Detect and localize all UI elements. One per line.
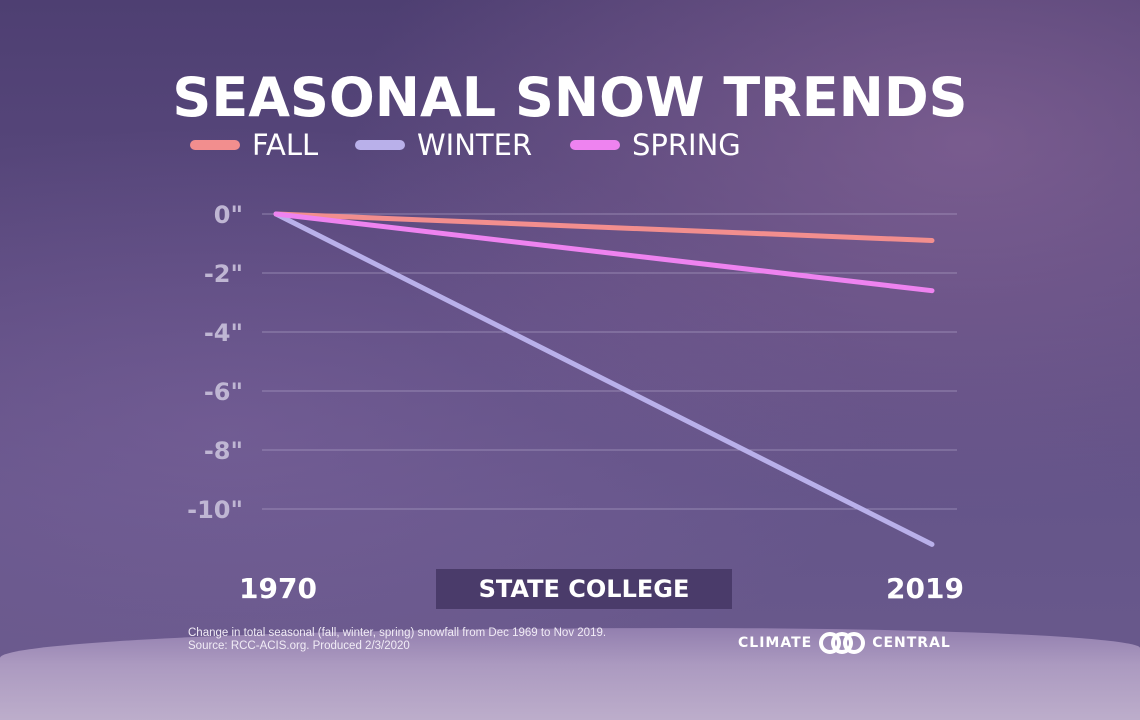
y-tick-label: -2" (204, 260, 243, 288)
y-tick-label: -8" (204, 437, 243, 465)
brand-text-left: CLIMATE (738, 635, 813, 651)
legend-swatch-winter (355, 140, 405, 150)
climate-central-logo-icon (819, 632, 866, 654)
y-tick-label: -6" (204, 378, 243, 406)
location-label: STATE COLLEGE (436, 569, 732, 609)
x-tick-label: 1970 (239, 572, 317, 605)
y-tick-label: -4" (204, 319, 243, 347)
brand-text-right: CENTRAL (872, 635, 951, 651)
legend-swatch-fall (190, 140, 240, 150)
series-line-fall (273, 211, 935, 244)
y-tick-label: 0" (214, 201, 243, 229)
legend-item-spring: SPRING (570, 128, 741, 162)
chart-title: SEASONAL SNOW TRENDS (172, 66, 968, 129)
climate-central-brand: CLIMATE CENTRAL (738, 630, 954, 656)
x-tick-label: 2019 (886, 572, 964, 605)
footnote-line-2: Source: RCC-ACIS.org. Produced 2/3/2020 (188, 640, 410, 652)
series-line-spring (273, 211, 935, 294)
snow-ground (0, 628, 1140, 720)
legend-item-winter: WINTER (355, 128, 532, 162)
footnote: Change in total seasonal (fall, winter, … (188, 627, 606, 653)
footnote-line-1: Change in total seasonal (fall, winter, … (188, 627, 607, 639)
legend-swatch-spring (570, 140, 620, 150)
y-tick-label: -10" (187, 496, 243, 524)
legend: FALL WINTER SPRING (0, 128, 1140, 168)
legend-label-spring: SPRING (632, 128, 741, 162)
legend-item-fall: FALL (190, 128, 318, 162)
legend-label-fall: FALL (252, 128, 319, 162)
legend-label-winter: WINTER (417, 128, 533, 162)
series-line-winter (273, 211, 935, 547)
